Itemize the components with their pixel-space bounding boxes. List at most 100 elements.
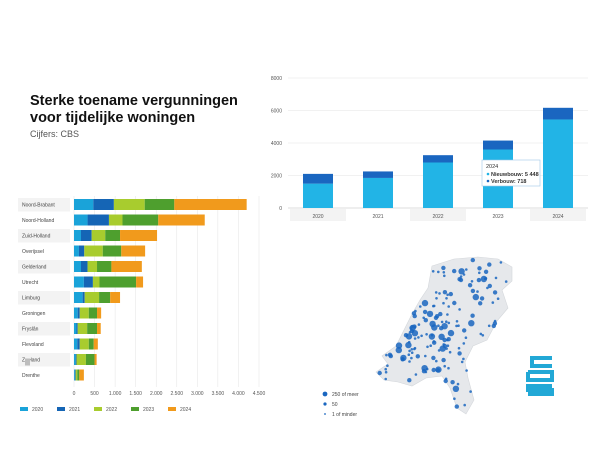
- map-dot: [441, 265, 446, 271]
- map-dot: [493, 319, 497, 323]
- category-label: Noord-Brabant: [22, 203, 55, 209]
- map-dot: [443, 378, 448, 384]
- bar-segment-2021: [82, 292, 85, 303]
- map-dot: [412, 313, 417, 319]
- category-label: Gelderland: [22, 265, 47, 271]
- category-label: Flevoland: [22, 342, 44, 348]
- bar-segment-2020: [74, 323, 77, 334]
- map-dot: [429, 344, 432, 347]
- map-dot: [481, 334, 485, 337]
- map-dot: [447, 305, 450, 308]
- map-dot: [431, 270, 435, 273]
- y-tick-label: 8000: [271, 76, 282, 82]
- map-dot: [424, 354, 427, 358]
- bar-segment-2024: [158, 214, 205, 226]
- cbs-logo: cbs: [526, 356, 554, 396]
- category-band: [18, 275, 70, 289]
- bar-segment-2023: [97, 261, 112, 272]
- map-dot: [452, 268, 457, 274]
- x-band: [410, 209, 466, 221]
- map-dot: [446, 313, 449, 316]
- bar-segment-2024: [97, 307, 102, 319]
- bar-segment-2020: [74, 369, 75, 381]
- map-dot: [435, 297, 438, 300]
- bar-segment-2024: [174, 199, 247, 210]
- legend-label: 2022: [106, 407, 117, 413]
- bar-segment-2024: [97, 323, 101, 334]
- tooltip-box: [481, 159, 541, 187]
- bar-segment-2021: [83, 276, 93, 288]
- bar-segment-2022: [108, 214, 123, 226]
- map-dot: [487, 262, 492, 267]
- x-band: [290, 209, 346, 221]
- map-dot: [470, 288, 476, 294]
- map-dot: [467, 283, 473, 288]
- map-dot: [377, 370, 382, 376]
- map-dot: [470, 257, 475, 263]
- map-dot: [453, 397, 456, 400]
- map-dot: [410, 356, 413, 360]
- map-dot: [426, 310, 434, 318]
- bar-segment-2024: [94, 354, 97, 365]
- map-dot: [496, 297, 500, 300]
- map-dot: [446, 338, 449, 342]
- map-dot: [384, 370, 388, 374]
- bar-segment-2022: [79, 307, 89, 319]
- x-tick-label: 4.000: [232, 391, 245, 397]
- map-dot: [439, 326, 444, 331]
- legend-label: 2023: [143, 407, 154, 413]
- map-dot: [414, 309, 417, 313]
- map-legend-dot-medium: [323, 402, 327, 406]
- map-dot: [411, 330, 419, 337]
- category-label: Limburg: [22, 296, 40, 302]
- map-dot: [447, 366, 450, 370]
- legend-swatch-2021: [57, 407, 65, 411]
- map-dot: [483, 269, 489, 274]
- map-legend: 250 of meer 50 1 of minder: [322, 391, 359, 418]
- map-dot: [455, 320, 459, 323]
- map-dot: [437, 270, 440, 274]
- bar-segment-2020: [74, 199, 94, 210]
- map-dot: [484, 277, 488, 280]
- map-dot: [487, 283, 492, 289]
- x-tick-label: 2024: [552, 214, 563, 220]
- map-dot: [476, 277, 482, 283]
- map-dot: [450, 380, 455, 385]
- map-legend-medium: 50: [332, 402, 338, 408]
- bar-segment-2024: [79, 369, 84, 381]
- category-label: Overijssel: [22, 249, 44, 255]
- x-tick-label: 2020: [312, 214, 323, 220]
- map-dot: [448, 350, 452, 354]
- map-dot: [421, 299, 429, 307]
- category-band: [18, 244, 70, 258]
- map-dot: [432, 340, 436, 343]
- map-dot: [415, 354, 420, 359]
- x-band: [470, 209, 526, 221]
- bar-segment-2024: [111, 261, 142, 272]
- bar-segment-2023: [144, 199, 175, 210]
- map-dot: [422, 316, 425, 320]
- map-dot: [469, 390, 472, 393]
- map-dot: [403, 333, 409, 338]
- category-band: [18, 306, 70, 320]
- map-dot: [408, 331, 412, 334]
- map-dot: [446, 293, 449, 297]
- bar-segment-2023: [87, 323, 98, 334]
- map-dot: [385, 353, 388, 357]
- legend-swatch-2023: [131, 407, 139, 411]
- map-dot: [442, 343, 448, 349]
- map-dot: [457, 351, 462, 356]
- bar-segment-2022: [75, 369, 78, 381]
- category-label: Utrecht: [22, 280, 39, 286]
- map-dot: [448, 291, 453, 297]
- legend-label: 2021: [69, 407, 80, 413]
- bar-segment-2021: [93, 199, 114, 210]
- category-label: Zeeland: [22, 358, 40, 364]
- map-dot: [499, 261, 503, 264]
- map-dot: [494, 276, 498, 280]
- map-dot: [445, 320, 448, 323]
- bar-verbouw: [363, 171, 393, 178]
- map-dot: [492, 321, 498, 326]
- map-dot: [408, 349, 411, 353]
- map-dot: [462, 273, 466, 276]
